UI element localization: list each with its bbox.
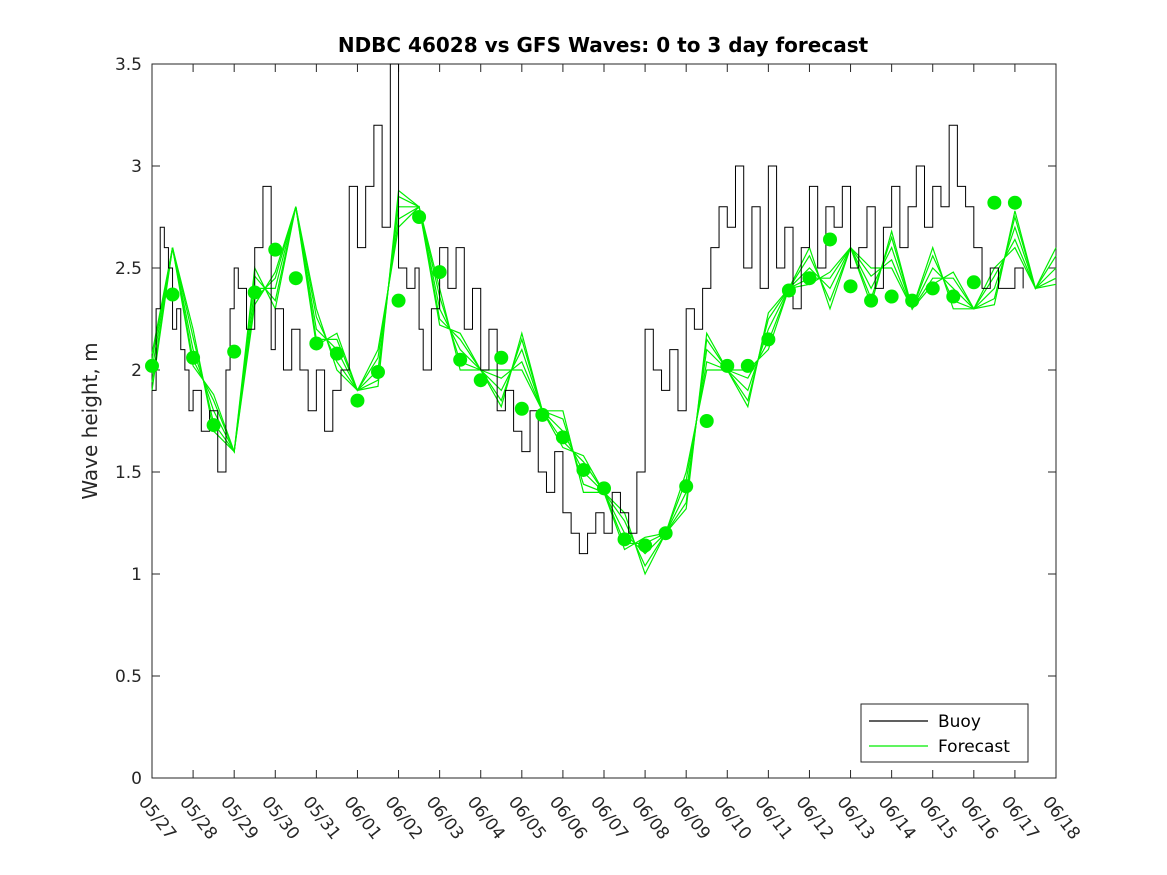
forecast-point xyxy=(206,418,221,433)
forecast-point xyxy=(309,336,324,351)
forecast-point xyxy=(802,271,817,286)
y-tick-label: 2 xyxy=(131,361,142,381)
y-tick-label: 1 xyxy=(131,565,142,585)
forecast-point xyxy=(227,344,242,359)
forecast-point xyxy=(740,358,755,373)
forecast-point xyxy=(329,346,344,361)
forecast-point xyxy=(165,287,180,302)
forecast-point xyxy=(350,393,365,408)
forecast-point xyxy=(453,352,468,367)
legend: Buoy Forecast xyxy=(860,703,1029,763)
forecast-point xyxy=(658,526,673,541)
forecast-point xyxy=(268,242,283,257)
forecast-point xyxy=(555,430,570,445)
forecast-point xyxy=(679,479,694,494)
forecast-point xyxy=(638,538,653,553)
forecast-point xyxy=(514,401,529,416)
forecast-point xyxy=(432,265,447,280)
forecast-point xyxy=(473,373,488,388)
plot-area xyxy=(145,63,1057,576)
forecast-point xyxy=(699,414,714,428)
y-tick-label: 0.5 xyxy=(115,667,142,687)
y-axis: 0 0.5 1 1.5 2 2.5 3 3.5 xyxy=(115,55,1056,789)
forecast-point xyxy=(884,289,899,304)
forecast-point xyxy=(761,332,776,347)
forecast-point xyxy=(1007,195,1022,210)
y-axis-label: Wave height, m xyxy=(78,342,102,499)
forecast-point xyxy=(186,350,201,365)
forecast-point xyxy=(966,275,981,290)
forecast-point xyxy=(617,532,632,547)
legend-buoy-label: Buoy xyxy=(938,712,981,732)
forecast-point xyxy=(288,271,303,286)
chart-title: NDBC 46028 vs GFS Waves: 0 to 3 day fore… xyxy=(338,33,869,57)
buoy-line xyxy=(152,63,1024,555)
forecast-point xyxy=(905,293,920,308)
forecast-point xyxy=(391,293,406,308)
forecast-point xyxy=(145,358,159,373)
forecast-point xyxy=(412,210,427,224)
forecast-point xyxy=(843,279,858,294)
forecast-point xyxy=(823,232,837,247)
forecast-point xyxy=(720,358,735,373)
forecast-point xyxy=(576,462,591,477)
y-tick-label: 3 xyxy=(131,157,142,177)
legend-forecast-label: Forecast xyxy=(938,737,1010,757)
forecast-point xyxy=(946,289,961,304)
forecast-point xyxy=(781,283,796,298)
forecast-point xyxy=(925,281,940,296)
y-tick-label: 1.5 xyxy=(115,463,142,483)
forecast-point xyxy=(247,285,262,300)
y-tick-label: 0 xyxy=(131,769,142,789)
forecast-point xyxy=(864,293,879,308)
forecast-point xyxy=(987,195,1002,210)
forecast-point xyxy=(535,407,550,422)
y-tick-label: 2.5 xyxy=(115,259,142,279)
forecast-point xyxy=(597,481,611,496)
forecast-point xyxy=(494,350,509,365)
y-tick-label: 3.5 xyxy=(115,55,142,75)
forecast-point xyxy=(371,365,385,380)
legend-box xyxy=(860,703,1029,763)
